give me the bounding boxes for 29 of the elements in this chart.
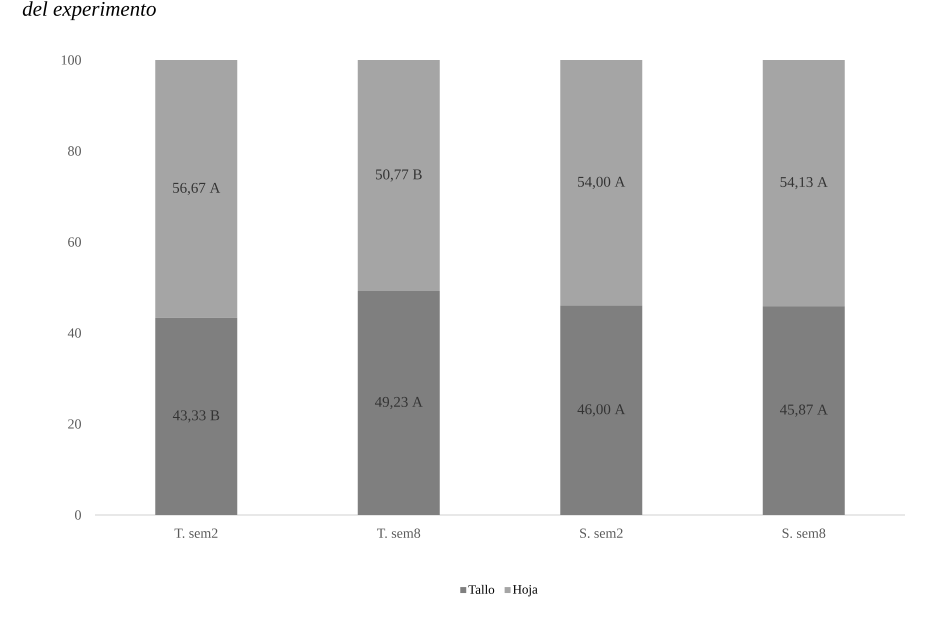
y-tick-label: 100 [62, 55, 81, 65]
bar [358, 60, 440, 291]
bar [762, 306, 845, 515]
data-label: 50,77 B [376, 169, 422, 182]
bar [155, 60, 238, 318]
x-tick-label: S. sem8 [782, 528, 826, 538]
data-label: 54,00 A [578, 176, 626, 189]
bar [560, 306, 642, 515]
bar [358, 290, 440, 515]
y-tick-label: 60 [68, 237, 81, 247]
y-tick-label: 40 [68, 328, 81, 338]
x-tick-label: S. sem2 [580, 528, 623, 538]
legend-label: Hoja [512, 585, 538, 596]
bar [560, 60, 642, 306]
y-tick-label: 80 [68, 146, 81, 156]
x-tick-label: T. sem2 [174, 528, 218, 538]
bar [762, 60, 845, 306]
data-label: 56,67 A [173, 182, 220, 195]
chart-title: del experimento [22, 1, 156, 20]
y-tick-label: 0 [75, 510, 81, 520]
data-label: 45,87 A [780, 404, 828, 417]
data-label: 49,23 A [374, 396, 423, 410]
y-tick-label: 20 [68, 419, 81, 429]
data-label: 46,00 A [577, 404, 626, 416]
bar [155, 318, 238, 515]
legend-label: Tallo [468, 584, 494, 594]
data-label: 54,13 A [780, 177, 828, 190]
data-label: 43,33 B [172, 410, 220, 423]
x-tick-label: T. sem8 [377, 528, 420, 538]
